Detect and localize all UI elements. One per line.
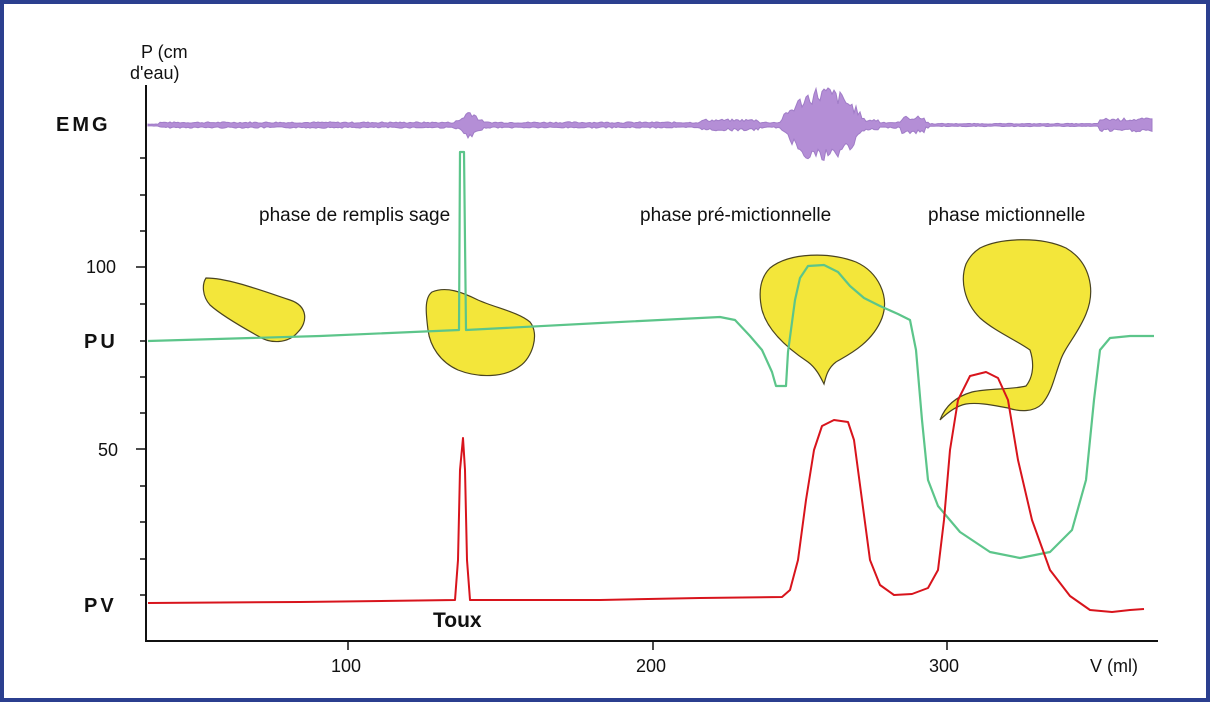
- bladder-shape-3: [759, 254, 886, 386]
- cough-annotation: Toux: [433, 609, 482, 632]
- y-tick-label-50: 50: [98, 440, 118, 460]
- pv-bladder-pressure-trace: [147, 371, 1145, 613]
- phase-label-micturition: phase mictionnelle: [928, 205, 1085, 226]
- x-axis-ticks: [347, 641, 948, 650]
- y-axis-minor-ticks: [136, 157, 146, 596]
- bladder-shape-4: [939, 239, 1092, 421]
- row-label-pv: PV: [84, 595, 117, 617]
- y-axis-title-line1: P (cm: [141, 42, 188, 62]
- x-tick-label-100: 100: [331, 656, 361, 676]
- emg-signal: [147, 86, 1153, 161]
- bladder-illustrations: [202, 239, 1092, 421]
- row-label-pu: PU: [84, 331, 118, 353]
- x-tick-label-300: 300: [929, 656, 959, 676]
- x-axis-title: V (ml): [1090, 656, 1138, 676]
- y-tick-label-100: 100: [86, 257, 116, 277]
- emg-trace: [147, 86, 1153, 161]
- bladder-shape-2: [425, 288, 535, 377]
- y-axis-title-line2: d'eau): [130, 63, 179, 83]
- axes: [136, 85, 1158, 650]
- row-label-emg: EMG: [56, 114, 111, 136]
- bladder-shape-1: [202, 277, 306, 343]
- phase-label-premicturition: phase pré-mictionnelle: [640, 205, 831, 226]
- phase-label-filling: phase de remplis sage: [259, 205, 450, 226]
- pu-urethral-pressure-trace: [147, 150, 1154, 560]
- x-tick-label-200: 200: [636, 656, 666, 676]
